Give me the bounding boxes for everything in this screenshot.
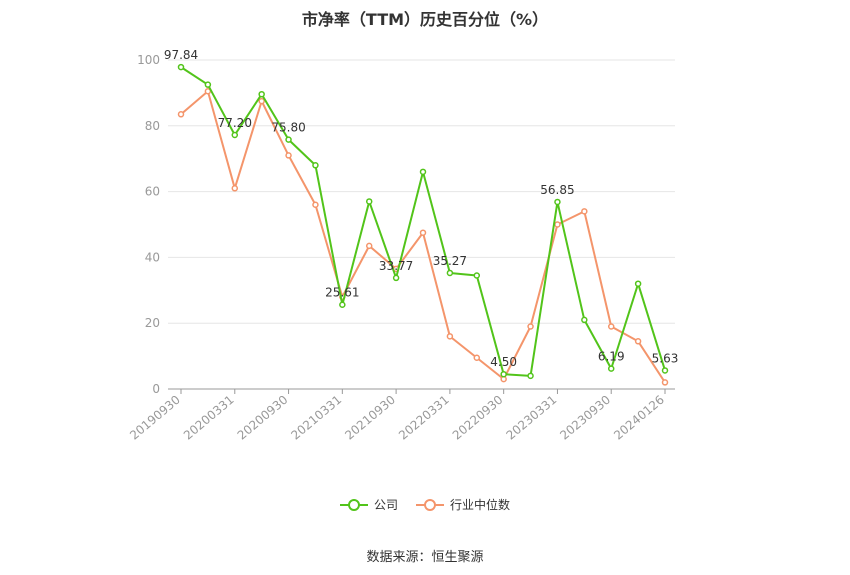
x-tick-label: 20200930: [235, 393, 291, 443]
data-label: 97.84: [164, 48, 198, 62]
data-point-company: [661, 367, 669, 374]
x-tick-label: 20240126: [611, 393, 667, 443]
data-point-industry-median: [554, 221, 561, 228]
chart-title: 市净率（TTM）历史百分位（%）: [301, 10, 549, 29]
data-point-industry-median: [634, 338, 642, 345]
data-point-industry-median: [285, 152, 292, 159]
data-point-company: [204, 81, 212, 88]
data-point-industry-median: [607, 323, 615, 330]
data-label: 6.19: [598, 350, 625, 364]
data-point-company: [473, 272, 481, 279]
y-tick-label: 60: [145, 185, 160, 199]
data-label: 77.20: [218, 116, 252, 130]
data-point-industry-median: [365, 242, 373, 250]
legend-industry-label: 行业中位数: [450, 498, 511, 512]
x-tick-label: 20210331: [288, 393, 344, 443]
x-tick-label: 20230930: [557, 393, 613, 443]
x-tick-label: 20220331: [396, 393, 452, 443]
data-label: 35.27: [433, 254, 467, 268]
data-point-company: [581, 316, 588, 324]
data-point-industry-median: [581, 208, 588, 215]
y-tick-label: 40: [145, 250, 160, 264]
data-point-company: [392, 274, 400, 282]
data-label: 56.85: [540, 183, 574, 197]
y-tick-label: 0: [152, 382, 160, 396]
data-point-company: [419, 168, 427, 176]
data-label: 5.63: [652, 351, 679, 365]
x-tick-label: 20220930: [450, 393, 506, 443]
data-label: 33.77: [379, 259, 413, 273]
series-line-industry-median: [180, 90, 666, 383]
x-tick-label: 20210930: [342, 393, 398, 443]
y-tick-label: 20: [145, 316, 160, 330]
data-label: 75.80: [271, 121, 305, 135]
data-point-industry-median: [661, 379, 669, 386]
data-point-company: [177, 63, 185, 71]
legend-company-marker-icon: [339, 498, 368, 512]
data-point-company: [527, 372, 534, 380]
data-point-industry-median: [312, 201, 319, 209]
data-point-company: [231, 131, 239, 139]
data-point-industry-median: [446, 333, 454, 340]
data-point-industry-median: [258, 97, 265, 105]
data-point-industry-median: [473, 354, 481, 361]
data-point-company: [500, 370, 507, 378]
data-point-company: [607, 365, 615, 372]
legend-industry-marker-icon: [416, 498, 444, 512]
data-point-industry-median: [177, 111, 185, 118]
source-note: 数据来源：恒生聚源: [366, 550, 484, 565]
data-point-company: [339, 301, 346, 308]
x-tick-label: 20230331: [504, 393, 560, 443]
data-point-industry-median: [527, 323, 534, 330]
data-label: 4.50: [490, 355, 517, 369]
x-tick-label: 20190930: [127, 393, 183, 443]
data-point-company: [258, 90, 265, 98]
data-point-company: [285, 136, 292, 143]
x-tick-label: 20200331: [181, 393, 237, 443]
legend-item-company[interactable]: 公司: [339, 496, 398, 513]
data-point-company: [312, 162, 319, 169]
data-point-company: [634, 280, 642, 287]
legend: 公司 行业中位数: [0, 496, 850, 513]
y-tick-label: 100: [137, 53, 160, 67]
y-tick-label: 80: [145, 119, 160, 133]
legend-item-industry-median[interactable]: 行业中位数: [416, 496, 510, 513]
data-point-industry-median: [231, 185, 239, 192]
data-point-company: [446, 269, 454, 277]
data-label: 25.61: [325, 286, 359, 300]
data-point-company: [365, 198, 373, 205]
data-point-industry-median: [419, 229, 427, 236]
legend-company-label: 公司: [373, 498, 398, 512]
data-point-company: [554, 198, 561, 206]
series-line-company: [180, 66, 666, 377]
